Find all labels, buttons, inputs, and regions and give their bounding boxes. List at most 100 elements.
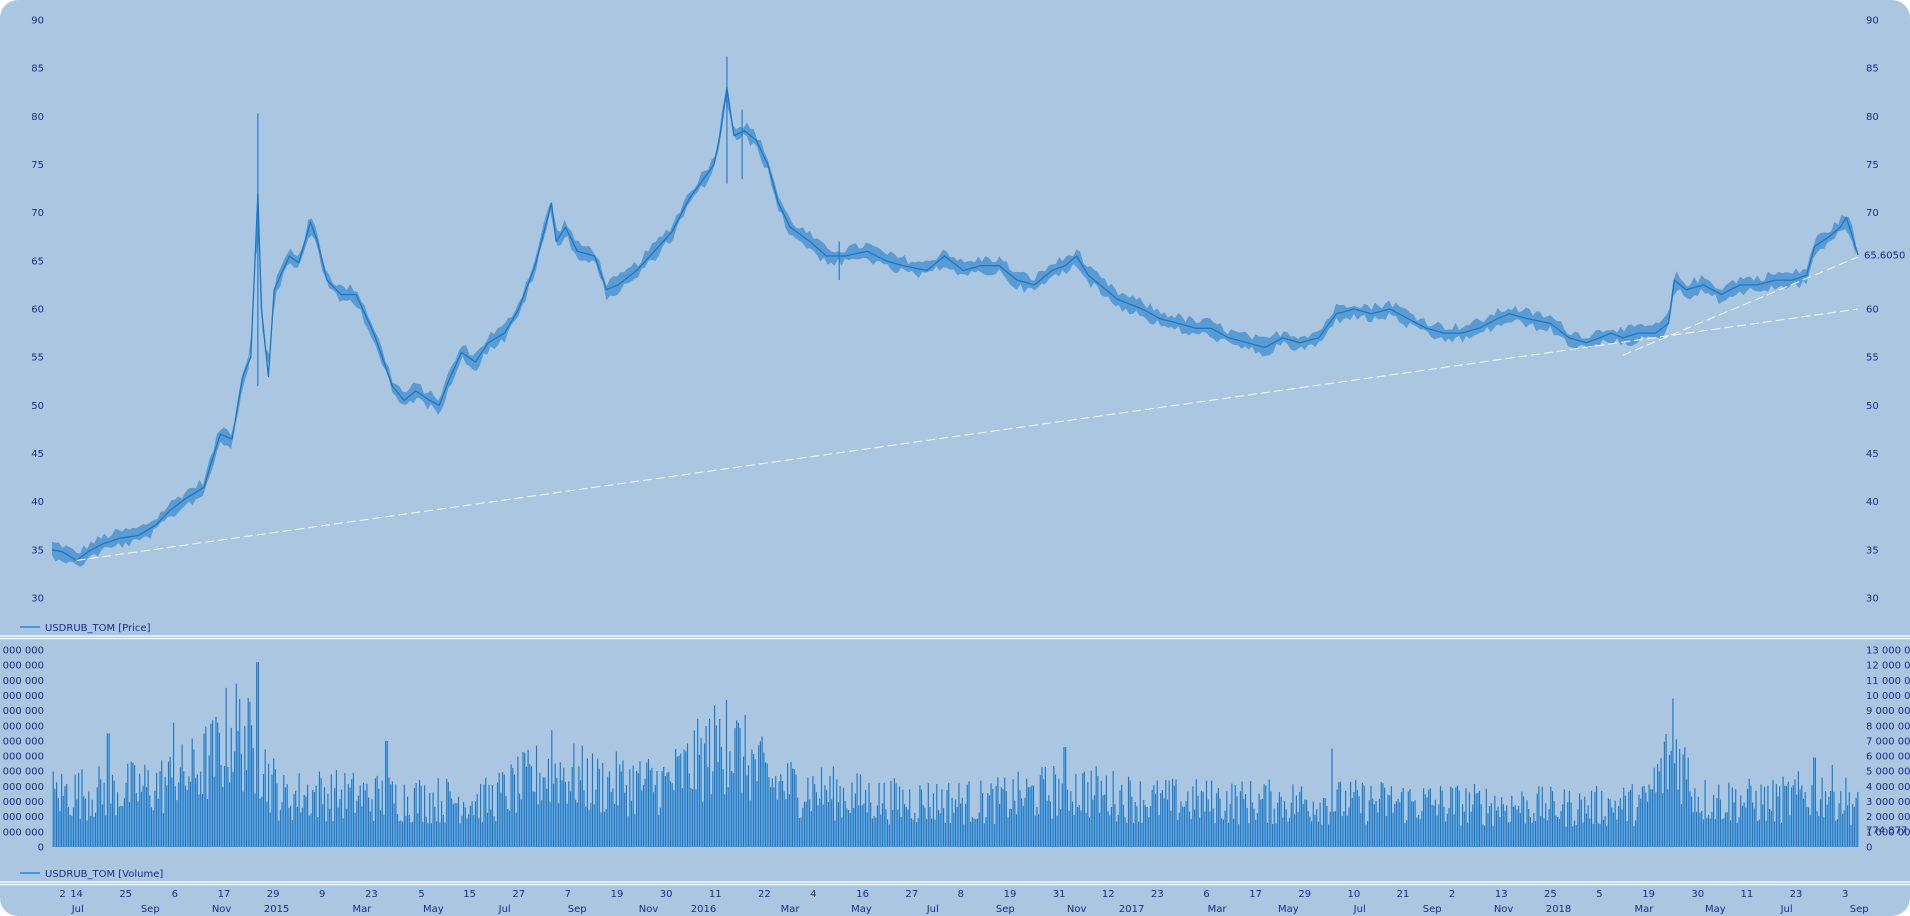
x-month-tick: Mar — [1635, 904, 1655, 915]
volume-legend: USDRUB_TOM [Volume] — [45, 869, 163, 880]
volume-tick-right: 2 000 000 — [1866, 812, 1910, 823]
volume-bars — [52, 662, 1859, 847]
x-month-tick: Sep — [568, 904, 587, 915]
x-axis: 2 14 25 6 17 29 9 23 5 15 27 7 19 30 11 22 4 16 27 8 19 31 12 2… — [59, 889, 1868, 915]
x-day-tick: 2 — [1449, 889, 1455, 900]
x-day-tick: 19 — [1004, 889, 1017, 900]
volume-last-value: 774 877 — [1866, 825, 1907, 836]
x-day-tick: 6 — [172, 889, 178, 900]
x-day-tick: 5 — [1596, 889, 1602, 900]
x-month-tick: May — [851, 904, 872, 915]
x-month-tick: Nov — [1494, 904, 1514, 915]
volume-tick-right: 1 000 000 — [1866, 827, 1910, 838]
volume-tick-left: 7 000 000 — [0, 736, 44, 747]
x-day-tick: 6 — [1203, 889, 1209, 900]
x-month-tick: Jul — [498, 904, 511, 915]
x-day-tick: 21 — [1397, 889, 1410, 900]
price-tick-left: 80 — [31, 112, 44, 123]
price-tick-left: 30 — [31, 594, 44, 605]
price-tick-right: 40 — [1866, 497, 1879, 508]
volume-tick-left: 2 000 000 — [0, 812, 44, 823]
volume-tick-left: 5 000 000 — [0, 767, 44, 778]
volume-tick-left: 11 000 000 — [0, 676, 44, 687]
x-day-tick: 3 — [1842, 889, 1848, 900]
x-month-tick: Sep — [141, 904, 160, 915]
x-day-tick: 29 — [1298, 889, 1311, 900]
volume-tick-right: 5 000 000 — [1866, 767, 1910, 778]
volume-tick-left: 8 000 000 — [0, 721, 44, 732]
volume-tick-right: 10 000 000 — [1866, 691, 1910, 702]
price-tick-right: 70 — [1866, 208, 1879, 219]
x-day-tick: 29 — [267, 889, 280, 900]
x-month-tick: Mar — [1208, 904, 1228, 915]
x-month-tick: Nov — [212, 904, 232, 915]
x-month-tick: Jul — [71, 904, 84, 915]
price-tick-left: 75 — [31, 160, 44, 171]
price-panel: 30 30 35 35 40 40 45 45 50 50 55 55 60 60 65 70 70 75 75 80… — [31, 16, 1905, 605]
x-day-tick: 27 — [512, 889, 525, 900]
volume-tick-left: 1 000 000 — [0, 827, 44, 838]
price-tick-right: 45 — [1866, 449, 1879, 460]
x-day-tick: 23 — [1151, 889, 1164, 900]
x-month-tick: Jul — [1353, 904, 1366, 915]
price-tick-left: 65 — [31, 256, 44, 267]
trendline — [76, 308, 1859, 561]
x-day-tick: 19 — [1642, 889, 1655, 900]
price-tick-right: 80 — [1866, 112, 1879, 123]
x-month-tick: 2017 — [1119, 904, 1144, 915]
price-tick-right: 50 — [1866, 401, 1879, 412]
price-last-value: 65.6050 — [1864, 251, 1905, 262]
volume-panel: 0 0 1 000 000 1 000 000 2 000 000 2 000 000 3 … — [0, 646, 1910, 854]
x-month-tick: Mar — [353, 904, 373, 915]
price-tick-right: 75 — [1866, 160, 1879, 171]
price-series-line — [51, 86, 1859, 562]
x-day-tick: 16 — [856, 889, 869, 900]
volume-tick-left: 0 — [38, 843, 44, 854]
x-day-tick: 11 — [1741, 889, 1754, 900]
volume-tick-right: 11 000 000 — [1866, 676, 1910, 687]
x-day-tick: 9 — [319, 889, 325, 900]
volume-tick-left: 13 000 000 — [0, 646, 44, 657]
x-day-tick: 25 — [1544, 889, 1557, 900]
price-tick-left: 35 — [31, 545, 44, 556]
x-day-tick: 2 — [59, 889, 65, 900]
volume-tick-right: 9 000 000 — [1866, 706, 1910, 717]
volume-tick-left: 6 000 000 — [0, 752, 44, 763]
price-tick-left: 70 — [31, 208, 44, 219]
x-day-tick: 7 — [565, 889, 571, 900]
x-month-tick: Jul — [926, 904, 939, 915]
price-tick-right: 85 — [1866, 64, 1879, 75]
x-day-tick: 23 — [1790, 889, 1803, 900]
x-month-tick: Mar — [781, 904, 801, 915]
x-day-tick: 31 — [1053, 889, 1066, 900]
price-tick-right: 55 — [1866, 353, 1879, 364]
x-month-tick: Sep — [996, 904, 1015, 915]
x-day-tick: 14 — [70, 889, 83, 900]
price-tick-left: 90 — [31, 16, 44, 27]
x-month-tick: Sep — [1423, 904, 1442, 915]
volume-tick-right: 8 000 000 — [1866, 721, 1910, 732]
price-tick-right: 90 — [1866, 16, 1879, 27]
x-day-tick: 13 — [1495, 889, 1508, 900]
volume-tick-right: 6 000 000 — [1866, 752, 1910, 763]
x-day-tick: 4 — [810, 889, 816, 900]
x-day-tick: 10 — [1347, 889, 1360, 900]
price-tick-right: 60 — [1866, 305, 1879, 316]
trendline — [1622, 256, 1859, 356]
price-tick-right: 30 — [1866, 594, 1879, 605]
volume-tick-right: 7 000 000 — [1866, 736, 1910, 747]
x-day-tick: 11 — [709, 889, 722, 900]
x-day-tick: 19 — [611, 889, 624, 900]
x-day-tick: 30 — [1691, 889, 1704, 900]
price-range-band — [52, 91, 1856, 567]
volume-tick-left: 12 000 000 — [0, 661, 44, 672]
volume-tick-left: 3 000 000 — [0, 797, 44, 808]
price-tick-left: 45 — [31, 449, 44, 460]
x-day-tick: 30 — [660, 889, 673, 900]
x-month-tick: Sep — [1850, 904, 1869, 915]
x-day-tick: 22 — [758, 889, 771, 900]
x-month-tick: 2015 — [264, 904, 289, 915]
price-tick-left: 55 — [31, 353, 44, 364]
x-month-tick: Jul — [1780, 904, 1793, 915]
